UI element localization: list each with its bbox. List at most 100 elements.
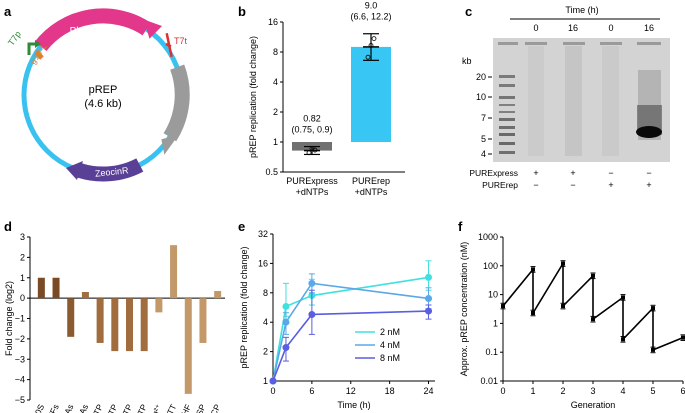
chart-b-category: +dNTPs <box>355 187 388 197</box>
gel-sign: − <box>646 168 651 178</box>
plasmid-size: (4.6 kb) <box>84 98 121 110</box>
ladder-band <box>499 142 515 145</box>
chart-e-point <box>425 273 433 281</box>
chart-d-ytick-label: 2 <box>20 252 25 262</box>
chart-e-ytick-label: 16 <box>258 258 268 268</box>
chart-e-series-line <box>272 282 429 382</box>
gel-well <box>498 42 518 45</box>
chart-d-category: tRNAs <box>56 403 75 413</box>
chart-e-point <box>308 310 316 318</box>
chart-e-xtick-label: 0 <box>270 386 275 396</box>
gel-sign: − <box>608 168 613 178</box>
chart-e-ylabel: pREP replication (fold change) <box>239 247 249 369</box>
gel-sign: − <box>570 180 575 190</box>
chart-d-bar <box>111 298 119 352</box>
chart-e-xtick-label: 24 <box>424 386 434 396</box>
chart-b-point <box>312 147 318 153</box>
chart-e-legend-label: 4 nM <box>380 340 400 350</box>
chart-f: Approx. pREP concentration (nM) Generati… <box>459 232 685 410</box>
promoter-arrowhead <box>35 40 41 48</box>
ladder-label: 7 <box>481 113 486 123</box>
gel-well <box>600 42 622 45</box>
chart-d-bar <box>126 298 133 352</box>
chart-f-xlabel: Generation <box>571 400 616 410</box>
chart-e-ytick-label: 1 <box>263 376 268 386</box>
promoter-label: T7p <box>6 29 23 47</box>
chart-d-ytick-label: −1 <box>15 314 25 324</box>
chart-e-point <box>282 318 290 326</box>
chart-d-ytick-label: −2 <box>15 334 25 344</box>
chart-d: Fold change (log2) −5 −4 −3 −2 −1 0 1 2 3 70S TFs… <box>4 232 225 413</box>
chart-e-ytick-label: 32 <box>258 229 268 239</box>
chart-f-xtick-label: 6 <box>680 386 685 396</box>
gel-sign: + <box>608 180 613 190</box>
chart-f-point <box>621 337 625 342</box>
chart-d-bar <box>155 298 163 313</box>
chart-d-bar <box>52 277 60 299</box>
dnap-gene-arrowhead <box>143 19 162 39</box>
gel-lane <box>528 46 544 156</box>
chart-d-bar <box>96 298 104 343</box>
chart-b-ytick-label: 2 <box>273 107 278 117</box>
panel-label-e: e <box>238 219 245 234</box>
ladder-label: 20 <box>476 72 486 82</box>
chart-b-point <box>306 150 312 156</box>
ori-label: pUC ori <box>160 80 170 111</box>
gel-sign: + <box>646 180 651 190</box>
chart-b-ytick-label: 1 <box>273 137 278 147</box>
chart-d-category: CP <box>208 402 222 413</box>
chart-f-ytick-label: 0.1 <box>485 347 498 357</box>
chart-e-legend-label: 2 nM <box>380 327 400 337</box>
chart-d-ytick-label: 0 <box>20 293 25 303</box>
gel-time-3: 0 <box>608 23 613 33</box>
zeocin-arrowhead <box>66 161 83 180</box>
chart-f-point <box>621 295 625 300</box>
chart-f-point <box>651 306 655 311</box>
chart-f-point <box>501 304 505 309</box>
chart-d-bar <box>184 298 192 394</box>
chart-f-point <box>651 347 655 352</box>
gel-row-label-2: PURErep <box>482 180 518 190</box>
panel-label-b: b <box>238 4 246 19</box>
ori-arrowhead <box>161 135 179 155</box>
chart-b-category: +dNTPs <box>296 187 329 197</box>
chart-f-ylabel: Approx. pREP concentration (nM) <box>459 242 469 376</box>
ladder-band <box>499 104 515 106</box>
gel-kb-title: kb <box>462 56 472 66</box>
panel-label-f: f <box>458 219 463 234</box>
gel-sign: + <box>570 168 575 178</box>
chart-d-bar <box>199 298 207 343</box>
chart-d-category: DTT <box>162 403 178 413</box>
chart-f-xtick-label: 4 <box>620 386 625 396</box>
chart-f-ytick-label: 1 <box>493 318 498 328</box>
gel-time-4: 16 <box>644 23 654 33</box>
chart-f-point <box>561 304 565 309</box>
zeocin-arc <box>77 158 144 182</box>
chart-d-bar <box>214 290 222 299</box>
chart-d-category: SP <box>194 402 208 413</box>
chart-e-ytick-label: 4 <box>263 317 268 327</box>
chart-e-point <box>308 279 316 287</box>
chart-d-category: UTP <box>118 402 134 413</box>
panel-label-d: d <box>4 219 12 234</box>
chart-d-bar <box>37 277 45 299</box>
chart-b-category: PURExpress <box>286 176 338 186</box>
chart-b-point <box>368 43 374 48</box>
chart-d-ytick-label: −3 <box>15 354 25 364</box>
chart-b-category: PURErep <box>352 176 390 186</box>
chart-d-bar <box>67 298 75 337</box>
g10-marker <box>34 50 44 60</box>
chart-b-annotation: 0.82 <box>303 114 321 124</box>
gel-time-2: 16 <box>568 23 578 33</box>
chart-f-point <box>531 267 535 272</box>
chart-d-category: 70S <box>31 402 47 413</box>
chart-e-point <box>282 344 290 352</box>
ladder-band <box>499 126 515 129</box>
chart-d-category: Mg²⁺ <box>147 403 164 413</box>
chart-f-xtick-label: 3 <box>590 386 595 396</box>
promoter-arrow <box>27 42 36 55</box>
chart-b-ytick-label: 0.5 <box>265 167 278 177</box>
ladder-label: 5 <box>481 134 486 144</box>
ladder-band <box>499 151 515 154</box>
chart-e-series-line <box>272 276 429 382</box>
